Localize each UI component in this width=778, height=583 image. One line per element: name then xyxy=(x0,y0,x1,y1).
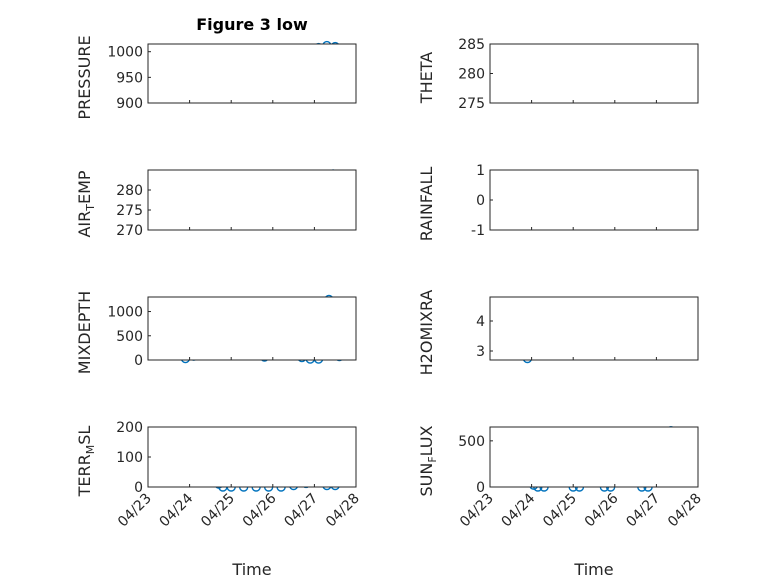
y-tick-label: 100 xyxy=(116,450,143,466)
y-tick-label: 0 xyxy=(134,480,143,496)
y-axis-label: RAINFALL xyxy=(417,167,436,242)
y-tick-label: 270 xyxy=(116,223,143,239)
y-tick-label: 280 xyxy=(458,67,485,83)
axes-h2omixra: 3 4 H2OMIXRA xyxy=(417,290,699,376)
axes-frame xyxy=(489,43,699,104)
axes-mixdepth: 0 500 1000 MIXDEPTH xyxy=(75,291,357,374)
y-tick-label: 275 xyxy=(116,203,143,219)
axes-frame xyxy=(147,43,357,104)
y-tick-label: 200 xyxy=(116,420,143,436)
y-axis-label: MIXDEPTH xyxy=(75,291,94,374)
y-tick-label: 900 xyxy=(116,96,143,112)
figure-title: Figure 3 low xyxy=(196,15,308,34)
y-axis-label: H2OMIXRA xyxy=(417,290,436,376)
y-tick-label: 1000 xyxy=(107,45,143,61)
y-tick-label: -1 xyxy=(471,223,485,239)
axes-air_temp: 270 275 280 AIRTEMP xyxy=(75,169,357,239)
x-axis-label-left: Time xyxy=(231,560,271,579)
axes-frame xyxy=(147,296,357,361)
axes-rainfall: -1 0 1 RAINFALL xyxy=(417,163,699,242)
y-axis-label: THETA xyxy=(417,52,436,104)
y-tick-label: 0 xyxy=(476,193,485,209)
axes-frame xyxy=(489,169,699,231)
axes-frame xyxy=(489,296,699,361)
axes-frame xyxy=(147,426,357,488)
y-tick-label: 280 xyxy=(116,183,143,199)
y-tick-label: 950 xyxy=(116,70,143,86)
axes-pressure: 900 950 1000 PRESSURE xyxy=(75,35,357,120)
y-axis-label: SUNFLUX xyxy=(417,425,439,496)
y-tick-label: 1000 xyxy=(107,305,143,321)
y-tick-label: 4 xyxy=(476,314,485,330)
y-axis-label: PRESSURE xyxy=(75,35,94,119)
y-tick-label: 0 xyxy=(134,353,143,369)
y-tick-label: 500 xyxy=(116,329,143,345)
x-axis-label-right: Time xyxy=(573,560,613,579)
y-axis-label: TERRMSL xyxy=(75,426,97,498)
y-tick-label: 285 xyxy=(458,37,485,53)
y-tick-label: 3 xyxy=(476,344,485,360)
axes-frame xyxy=(489,426,699,488)
y-tick-label: 500 xyxy=(458,434,485,450)
y-tick-label: 0 xyxy=(476,480,485,496)
y-tick-label: 1 xyxy=(476,163,485,179)
axes-frame xyxy=(147,169,357,231)
y-axis-label: AIRTEMP xyxy=(75,170,97,237)
y-tick-label: 275 xyxy=(458,96,485,112)
axes-theta: 275 280 285 THETA xyxy=(417,37,699,112)
